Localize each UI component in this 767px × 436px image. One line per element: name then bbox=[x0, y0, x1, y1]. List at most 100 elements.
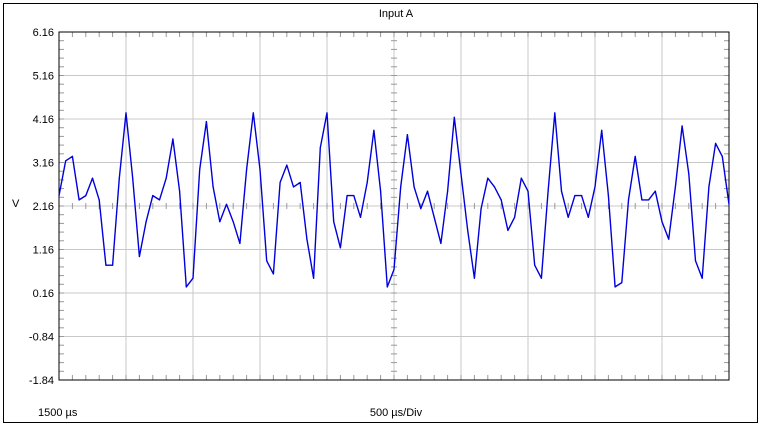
trace-point bbox=[648, 199, 650, 201]
plot-area bbox=[58, 31, 730, 381]
trace-point bbox=[594, 186, 596, 188]
trace-point bbox=[426, 190, 429, 192]
trace-point bbox=[413, 186, 415, 188]
trace-point bbox=[373, 129, 375, 131]
trace-point bbox=[587, 216, 589, 218]
trace-point bbox=[65, 160, 67, 162]
trace-point bbox=[58, 195, 60, 197]
trace-point bbox=[252, 112, 254, 114]
trace-point bbox=[353, 195, 355, 197]
trace-point bbox=[400, 186, 402, 188]
trace-point bbox=[393, 268, 395, 271]
trace-point bbox=[286, 164, 288, 166]
trace-point bbox=[118, 177, 120, 179]
trace-point bbox=[447, 190, 449, 192]
trace-point bbox=[239, 242, 241, 244]
trace-point bbox=[339, 247, 341, 249]
trace-point bbox=[534, 264, 536, 266]
trace-point bbox=[514, 216, 516, 218]
trace-point bbox=[225, 203, 228, 205]
y-tick-label: 3.16 bbox=[33, 158, 54, 170]
trace-point bbox=[560, 190, 563, 192]
trace-point bbox=[480, 208, 482, 210]
trace-point bbox=[527, 190, 529, 192]
trace-point bbox=[98, 199, 100, 201]
y-axis-unit: V bbox=[12, 198, 20, 210]
trace-point bbox=[721, 155, 723, 157]
y-tick-label: 4.16 bbox=[33, 114, 54, 126]
y-tick-label: 1.16 bbox=[33, 245, 54, 257]
trace-point bbox=[607, 195, 610, 197]
trace-point bbox=[179, 190, 181, 192]
trace-point bbox=[581, 195, 583, 197]
y-tick-label: -0.84 bbox=[29, 332, 54, 344]
grid bbox=[58, 31, 730, 381]
trace-point bbox=[306, 238, 308, 240]
trace-point bbox=[185, 286, 187, 288]
trace-point bbox=[313, 277, 315, 279]
chart-title: Input A bbox=[379, 8, 414, 20]
oscilloscope-window: Input A 6.16 5.16 4.16 3.16 2.16 1.16 0.16 -0.8… bbox=[3, 3, 758, 423]
trace-point bbox=[453, 116, 455, 118]
trace-point bbox=[627, 199, 630, 201]
trace-point bbox=[85, 195, 87, 197]
y-tick-label: 5.16 bbox=[33, 71, 54, 83]
trace-point bbox=[634, 155, 636, 157]
trace-point bbox=[205, 121, 207, 123]
trace-point bbox=[668, 238, 670, 240]
trace-point bbox=[574, 195, 576, 197]
trace-point bbox=[507, 229, 509, 231]
trace-point bbox=[232, 221, 234, 223]
trace-point bbox=[674, 186, 677, 188]
trace-point bbox=[172, 138, 174, 140]
trace-point bbox=[259, 168, 261, 171]
trace-point bbox=[292, 186, 295, 188]
trace-point bbox=[460, 173, 462, 175]
trace-point bbox=[319, 147, 321, 149]
trace-point bbox=[152, 195, 154, 197]
trace-point bbox=[715, 142, 717, 144]
trace-point bbox=[279, 181, 281, 184]
trace-point bbox=[688, 173, 690, 175]
trace-point bbox=[380, 190, 382, 192]
trace-point bbox=[406, 134, 408, 136]
trace-point bbox=[728, 203, 730, 205]
scope-plot: Input A 6.16 5.16 4.16 3.16 2.16 1.16 0.16 -0.8… bbox=[12, 8, 730, 419]
trace-point bbox=[694, 260, 697, 262]
trace-point bbox=[654, 190, 656, 192]
trace-point bbox=[661, 221, 663, 223]
trace-point bbox=[125, 112, 127, 114]
trace-point bbox=[440, 242, 442, 244]
trace-point bbox=[272, 273, 274, 275]
trace-point bbox=[359, 216, 362, 218]
y-tick-label: -1.84 bbox=[29, 375, 54, 387]
trace-point bbox=[192, 277, 194, 279]
trace-point bbox=[199, 168, 201, 171]
trace-layer bbox=[58, 112, 730, 288]
trace-point bbox=[520, 177, 522, 179]
trace-point bbox=[158, 199, 161, 201]
trace-point bbox=[326, 112, 328, 114]
trace-point bbox=[78, 199, 80, 201]
trace-point bbox=[547, 190, 549, 192]
trace-point bbox=[500, 199, 502, 201]
timebase-label: 500 µs/Div bbox=[370, 407, 423, 419]
trace-point bbox=[420, 208, 422, 210]
trace-point bbox=[333, 221, 335, 223]
trace-point bbox=[246, 168, 248, 171]
trace-point bbox=[467, 229, 469, 231]
y-axis-ticks: 6.16 5.16 4.16 3.16 2.16 1.16 0.16 -0.84 -1.84 bbox=[29, 27, 54, 387]
x-start-label: 1500 µs bbox=[38, 407, 78, 419]
trace-point bbox=[614, 286, 616, 288]
trace-point bbox=[621, 282, 623, 284]
trace-point bbox=[554, 112, 556, 114]
trace-point bbox=[212, 186, 214, 188]
trace-point bbox=[540, 277, 543, 279]
trace-point bbox=[641, 199, 643, 201]
trace-point bbox=[601, 129, 603, 131]
y-tick-label: 0.16 bbox=[33, 288, 54, 300]
y-tick-label: 2.16 bbox=[33, 201, 54, 213]
trace-point bbox=[681, 125, 683, 127]
trace-point bbox=[701, 277, 703, 279]
trace-point bbox=[473, 277, 475, 279]
